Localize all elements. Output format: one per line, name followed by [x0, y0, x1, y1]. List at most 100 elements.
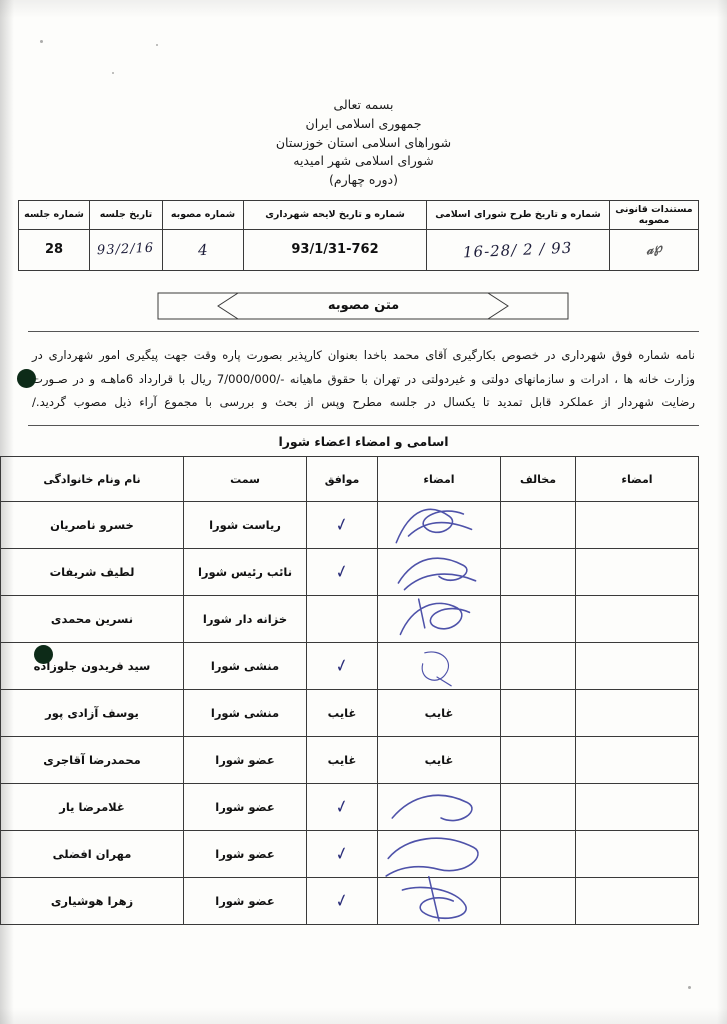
- scan-speck: [40, 40, 43, 43]
- cell-full-name: سید فریدون جلوزاده: [0, 642, 184, 691]
- cell-agree[interactable]: [306, 595, 378, 644]
- cell-signature-agree[interactable]: [377, 642, 501, 691]
- cell-signature-oppose[interactable]: [575, 783, 699, 832]
- cell-agree[interactable]: ✓: [306, 830, 378, 879]
- cell-row-number: 5: [0, 689, 1, 738]
- cell-oppose[interactable]: [500, 501, 576, 550]
- checkmark-icon: ✓: [334, 795, 350, 819]
- cell-position: ریاست شورا: [183, 501, 307, 550]
- cell-signature-oppose[interactable]: [575, 689, 699, 738]
- cell-signature-agree[interactable]: [377, 876, 501, 926]
- cell-position: عضو شورا: [183, 736, 307, 785]
- header-signature-agree: امضاء: [377, 456, 501, 503]
- value-resolution-number: 4: [162, 228, 244, 271]
- value-legal-documents: ℘𝒶: [609, 228, 699, 271]
- cell-agree[interactable]: ✓: [306, 642, 378, 691]
- body-line-1: نامه شماره فوق شهرداری در خصوص بکارگیری …: [32, 347, 695, 362]
- cell-position: عضو شورا: [183, 877, 307, 926]
- cell-signature-oppose[interactable]: [575, 830, 699, 879]
- body-line-3: رضایت شهردار از عملکرد قابل تمدید تا یکس…: [32, 395, 695, 410]
- absent-label: غایب: [424, 753, 454, 768]
- header-position: سمت: [183, 456, 307, 503]
- cell-full-name: یوسف آزادی پور: [0, 689, 184, 738]
- cell-position: نائب رئیس شورا: [183, 548, 307, 597]
- checkmark-icon: ✓: [334, 889, 350, 913]
- cell-row-number: 3: [0, 595, 1, 644]
- scan-speck: [156, 44, 158, 46]
- cell-agree[interactable]: ✓: [306, 877, 378, 926]
- ribbon-label: متن مصوبه: [327, 298, 400, 314]
- header-line-province: شوراهای اسلامی استان خوزستان: [275, 134, 452, 150]
- checkmark-icon: ✓: [334, 842, 350, 866]
- cell-oppose[interactable]: [500, 595, 576, 644]
- cell-signature-agree[interactable]: [377, 783, 501, 832]
- cell-signature-agree[interactable]: غایب: [377, 689, 501, 738]
- cell-signature-agree[interactable]: [377, 830, 501, 879]
- cell-oppose[interactable]: [500, 548, 576, 597]
- cell-full-name: محمدرضا آقاجری: [0, 736, 184, 785]
- cell-position: خزانه دار شورا: [183, 595, 307, 644]
- cell-row-number: 9: [0, 877, 1, 926]
- cell-oppose[interactable]: [500, 689, 576, 738]
- value-council-plan: 93 / 2 /16-28: [426, 228, 610, 271]
- cell-full-name: مهران افضلی: [0, 830, 184, 879]
- cell-position: عضو شورا: [183, 830, 307, 879]
- scan-speck: [112, 72, 114, 74]
- header-line-city: شورای اسلامی شهر امیدیه: [293, 153, 434, 169]
- cell-agree[interactable]: ✓: [306, 783, 378, 832]
- cell-position: منشی شورا: [183, 642, 307, 691]
- cell-signature-agree[interactable]: [377, 595, 501, 644]
- header-municipality-bill: شماره و تاریخ لایحه شهرداری: [243, 199, 427, 230]
- cell-oppose[interactable]: [500, 783, 576, 832]
- cell-agree[interactable]: ✓: [306, 548, 378, 597]
- header-session-number: شماره جلسه: [18, 199, 90, 230]
- cell-signature-oppose[interactable]: [575, 736, 699, 785]
- cell-full-name: غلامرضا یار: [0, 783, 184, 832]
- cell-full-name: خسرو ناصریان: [0, 501, 184, 550]
- cell-signature-agree[interactable]: غایب: [377, 736, 501, 785]
- header-line-term: (دوره چهارم): [329, 172, 398, 187]
- cell-row-number: 7: [0, 783, 1, 832]
- cell-signature-oppose[interactable]: [575, 595, 699, 644]
- cell-signature-oppose[interactable]: [575, 501, 699, 550]
- members-section-title: اسامی و امضاء اعضاء شورا: [278, 434, 449, 450]
- cell-position: عضو شورا: [183, 783, 307, 832]
- checkmark-icon: ✓: [334, 654, 350, 678]
- cell-oppose[interactable]: [500, 642, 576, 691]
- cell-agree[interactable]: غایب: [306, 689, 378, 738]
- cell-oppose[interactable]: [500, 736, 576, 785]
- cell-full-name: نسرین محمدی: [0, 595, 184, 644]
- header-oppose: مخالف: [500, 456, 576, 503]
- header-line-country: جمهوری اسلامی ایران: [305, 115, 422, 131]
- header-line-bismillah: بسمه تعالی: [333, 97, 394, 112]
- punch-hole-top: [17, 369, 36, 388]
- cell-full-name: لطیف شریفات: [0, 548, 184, 597]
- members-header-row: امضاء مخالف امضاء موافق سمت نام ونام خان…: [0, 456, 699, 503]
- cell-signature-oppose[interactable]: [575, 548, 699, 597]
- cell-oppose[interactable]: [500, 830, 576, 879]
- handwritten-signature: [378, 868, 500, 934]
- cell-oppose[interactable]: [500, 877, 576, 926]
- cell-agree[interactable]: غایب: [306, 736, 378, 785]
- header-full-name: نام ونام خانوادگی: [0, 456, 184, 503]
- members-signature-table: امضاء مخالف امضاء موافق سمت نام ونام خان…: [0, 456, 699, 926]
- header-session-date: تاریخ جلسه: [89, 199, 163, 230]
- cell-row-number: 8: [0, 830, 1, 879]
- cell-signature-oppose[interactable]: [575, 642, 699, 691]
- header-legal-documents: مستندات قانونی مصوبه: [609, 199, 699, 230]
- cell-row-number: 4: [0, 642, 1, 691]
- cell-signature-agree[interactable]: [377, 501, 501, 550]
- info-table-value-row: ℘𝒶 93 / 2 /16-28 93/1/31-762 4 93/2/16 2…: [18, 228, 699, 271]
- cell-signature-agree[interactable]: [377, 548, 501, 597]
- cell-agree[interactable]: ✓: [306, 501, 378, 550]
- cell-row-number: 2: [0, 548, 1, 597]
- cell-signature-oppose[interactable]: [575, 877, 699, 926]
